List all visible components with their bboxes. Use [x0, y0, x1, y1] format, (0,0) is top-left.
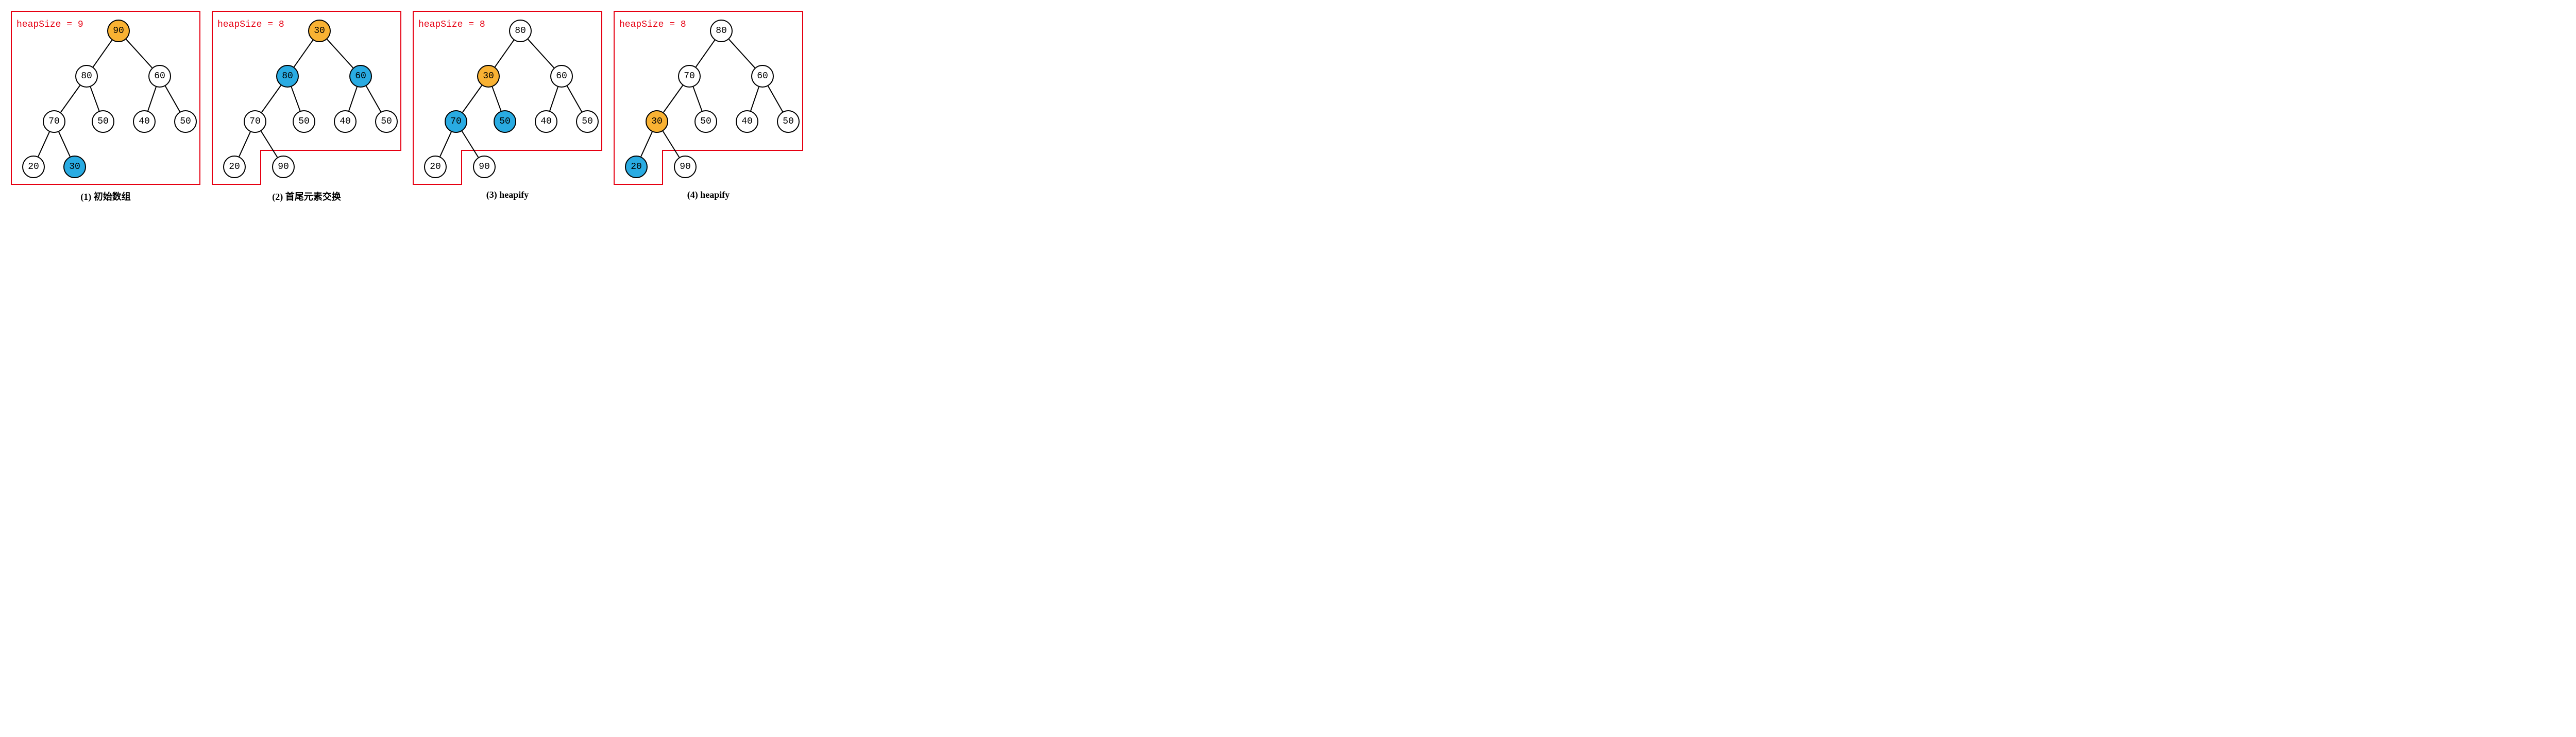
- panel-caption: (1) 初始数组: [10, 190, 201, 203]
- tree-node: 50: [494, 110, 516, 133]
- heapsize-label: heapSize = 8: [217, 20, 284, 30]
- heapsize-label: heapSize = 8: [619, 20, 686, 30]
- tree-node: 50: [375, 110, 398, 133]
- tree-box: heapSize = 9 90 80 60 70 50 40 50 20 30: [10, 10, 201, 185]
- panel-2: heapSize = 8 30 80 60 70 50 40 50 20 90 (2) 首尾元素交换: [211, 10, 402, 203]
- panel-caption: (4) heapify: [613, 190, 804, 200]
- tree-node: 80: [509, 20, 532, 42]
- heapsize-label: heapSize = 9: [16, 20, 83, 30]
- tree-node: 60: [148, 65, 171, 88]
- tree-node: 40: [334, 110, 357, 133]
- tree-node: 20: [625, 156, 648, 178]
- tree-node: 60: [349, 65, 372, 88]
- tree-node: 30: [308, 20, 331, 42]
- tree-node: 80: [710, 20, 733, 42]
- panel-1: heapSize = 9 90 80 60 70 50 40 50 20 30 (1) 初始数组: [10, 10, 201, 203]
- panel-caption: (2) 首尾元素交换: [211, 190, 402, 203]
- panel-3: heapSize = 8 80 30 60 70 50 40 50 20 90 (3) heapif…: [412, 10, 603, 203]
- tree-node: 20: [424, 156, 447, 178]
- tree-box: heapSize = 8 80 30 60 70 50 40 50 20 90: [412, 10, 603, 185]
- tree-node: 90: [272, 156, 295, 178]
- tree-box: heapSize = 8 80 70 60 30 50 40 50 20 90: [613, 10, 804, 185]
- tree-node: 60: [550, 65, 573, 88]
- diagram-container: heapSize = 9908060705040502030(1) 初始数组he…: [10, 10, 2566, 203]
- tree-node: 30: [477, 65, 500, 88]
- tree-node: 70: [678, 65, 701, 88]
- tree-node: 90: [107, 20, 130, 42]
- tree-node: 20: [223, 156, 246, 178]
- tree-node: 20: [22, 156, 45, 178]
- tree-node: 70: [445, 110, 467, 133]
- tree-node: 40: [133, 110, 156, 133]
- tree-node: 30: [63, 156, 86, 178]
- tree-node: 50: [777, 110, 800, 133]
- panel-4: heapSize = 8 80 70 60 30 50 40 50 20 90 (4) heapif…: [613, 10, 804, 203]
- tree-node: 40: [535, 110, 557, 133]
- panel-caption: (3) heapify: [412, 190, 603, 200]
- tree-node: 50: [293, 110, 315, 133]
- tree-node: 80: [75, 65, 98, 88]
- tree-node: 50: [92, 110, 114, 133]
- tree-box: heapSize = 8 30 80 60 70 50 40 50 20 90: [211, 10, 402, 185]
- tree-node: 50: [694, 110, 717, 133]
- tree-node: 80: [276, 65, 299, 88]
- tree-node: 30: [646, 110, 668, 133]
- tree-node: 60: [751, 65, 774, 88]
- heapsize-label: heapSize = 8: [418, 20, 485, 30]
- tree-node: 70: [244, 110, 266, 133]
- tree-node: 40: [736, 110, 758, 133]
- tree-node: 50: [174, 110, 197, 133]
- tree-node: 90: [674, 156, 697, 178]
- tree-node: 50: [576, 110, 599, 133]
- tree-node: 70: [43, 110, 65, 133]
- tree-node: 90: [473, 156, 496, 178]
